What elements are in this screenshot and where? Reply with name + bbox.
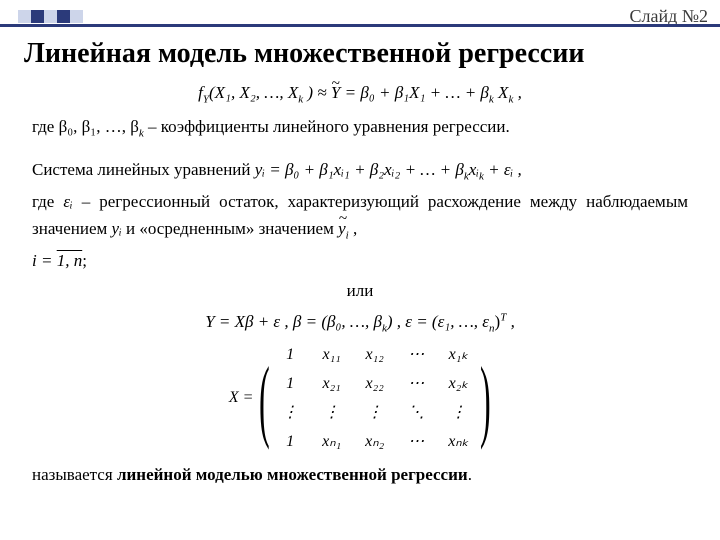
t4: ,	[349, 219, 358, 238]
accent-square	[70, 10, 83, 23]
cell: xₙ₁	[310, 428, 353, 457]
cell: ⋯	[396, 341, 436, 370]
cell: x₂ₖ	[436, 370, 480, 399]
matrix-body: 1 x₁₁ x₁₂ ⋯ x₁ₖ 1 x₂₁ x₂₂ ⋯ x₂ₖ ⋮ ⋮ ⋮	[270, 341, 480, 456]
accent-square	[18, 10, 31, 23]
line-or: или	[32, 278, 688, 304]
slide: Слайд №2 Линейная модель множественной р…	[0, 0, 720, 540]
accent-square	[44, 10, 57, 23]
equation-matrix-form: Y = Xβ + ε , β = (β₀, …, βk) , ε = (ε₁, …	[32, 309, 688, 337]
txt: Система линейных уравнений	[32, 160, 255, 179]
eq-approx: ) ≈	[303, 83, 331, 102]
i-tail: ;	[82, 251, 87, 270]
line-closing: называется линейной моделью множественно…	[32, 462, 688, 488]
cell: ⋮	[353, 399, 396, 428]
eq2-xik: xᵢ	[469, 160, 479, 179]
eq-args: (X₁, X₂, …, X	[209, 83, 298, 102]
cell: ⋮	[270, 399, 310, 428]
paren-right: )	[480, 353, 491, 445]
cell: ⋯	[396, 428, 436, 457]
line-system: Система линейных уравнений yᵢ = β₀ + β₁x…	[32, 157, 688, 185]
cell: x₁ₖ	[436, 341, 480, 370]
i-eq: i =	[32, 251, 57, 270]
t: где	[32, 192, 63, 211]
page-title: Линейная модель множественной регрессии	[24, 38, 696, 70]
eq3-tail: ,	[506, 312, 515, 331]
eq2: yᵢ = β₀ + β₁xᵢ₁ + β₂xᵢ₂ + … + β	[255, 160, 464, 179]
eq2-tail: + εᵢ ,	[484, 160, 522, 179]
accent-square	[31, 10, 44, 23]
accent-square	[57, 10, 70, 23]
eq-Xk: X	[494, 83, 509, 102]
cell: 1	[270, 370, 310, 399]
t-dot: .	[468, 465, 472, 484]
t: называется	[32, 465, 117, 484]
cell: 1	[270, 341, 310, 370]
eq-rhs: = β₀ + β₁X₁ + … + β	[340, 83, 489, 102]
matrix-X: X = ( 1 x₁₁ x₁₂ ⋯ x₁ₖ 1 x₂₁ x₂₂ ⋯ x₂ₖ	[32, 341, 688, 456]
line-residual-def: где εᵢ – регрессионный остаток, характер…	[32, 189, 688, 244]
cell: xₙₖ	[436, 428, 480, 457]
matrix-label: X =	[229, 386, 254, 411]
t3: и «осредненным» значением	[122, 219, 338, 238]
cell: ⋯	[396, 370, 436, 399]
cell: xₙ₂	[353, 428, 396, 457]
yi: yᵢ	[112, 219, 122, 238]
line-i-range: i = 1, n;	[32, 248, 688, 274]
txt: где β₀, β₁, …, β	[32, 117, 139, 136]
cell: x₂₁	[310, 370, 353, 399]
eq3: Y = Xβ + ε , β = (β₀, …, β	[205, 312, 382, 331]
line-coeff-def: где β₀, β₁, …, βk – коэффициенты линейно…	[32, 114, 688, 142]
slide-body: fY(X₁, X₂, …, Xk ) ≈ Y = β₀ + β₁X₁ + … +…	[32, 80, 688, 489]
i-range: 1, n	[57, 251, 83, 270]
header-rule	[0, 24, 720, 27]
matrix-row: 1 x₁₁ x₁₂ ⋯ x₁ₖ	[270, 341, 480, 370]
matrix-row: ⋮ ⋮ ⋮ ⋱ ⋮	[270, 399, 480, 428]
eq-tail: ,	[513, 83, 522, 102]
ytilde: y	[338, 216, 346, 242]
txt-tail: – коэффициенты линейного уравнения регре…	[144, 117, 510, 136]
matrix-row: 1 xₙ₁ xₙ₂ ⋯ xₙₖ	[270, 428, 480, 457]
eps: εᵢ	[63, 192, 72, 211]
cell: 1	[270, 428, 310, 457]
eq-Ytilde: Y	[331, 80, 340, 106]
eq3-mid: ) , ε = (ε₁, …, ε	[387, 312, 489, 331]
t-bold: линейной моделью множественной регрессии	[117, 465, 468, 484]
cell: ⋮	[436, 399, 480, 428]
paren-left: (	[259, 353, 270, 445]
cell: ⋱	[396, 399, 436, 428]
accent-squares	[18, 10, 83, 23]
cell: x₁₂	[353, 341, 396, 370]
cell: x₂₂	[353, 370, 396, 399]
equation-model: fY(X₁, X₂, …, Xk ) ≈ Y = β₀ + β₁X₁ + … +…	[32, 80, 688, 108]
header-bar: Слайд №2	[0, 0, 720, 26]
cell: ⋮	[310, 399, 353, 428]
matrix-row: 1 x₂₁ x₂₂ ⋯ x₂ₖ	[270, 370, 480, 399]
cell: x₁₁	[310, 341, 353, 370]
